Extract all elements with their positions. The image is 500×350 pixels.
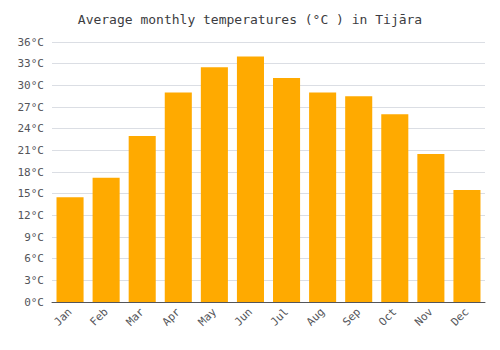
svg-text:18°C: 18°C [18, 166, 45, 179]
svg-text:Dec: Dec [448, 305, 471, 328]
svg-text:Sep: Sep [340, 305, 363, 328]
svg-text:Apr: Apr [160, 305, 183, 328]
svg-text:Aug: Aug [304, 305, 327, 328]
svg-text:27°C: 27°C [18, 101, 45, 114]
svg-text:Feb: Feb [87, 305, 110, 328]
svg-text:Jul: Jul [268, 305, 291, 328]
svg-text:0°C: 0°C [24, 296, 44, 309]
svg-text:Average monthly temperatures (: Average monthly temperatures (°C ) in Ti… [78, 12, 422, 27]
svg-text:15°C: 15°C [18, 187, 45, 200]
svg-text:May: May [196, 305, 219, 328]
svg-text:3°C: 3°C [24, 274, 44, 287]
svg-text:9°C: 9°C [24, 231, 44, 244]
svg-text:36°C: 36°C [18, 36, 45, 49]
svg-text:24°C: 24°C [18, 122, 45, 135]
svg-text:Nov: Nov [412, 305, 435, 328]
svg-text:12°C: 12°C [18, 209, 45, 222]
svg-text:Jan: Jan [51, 305, 74, 328]
svg-text:Mar: Mar [124, 305, 147, 328]
svg-text:30°C: 30°C [18, 79, 45, 92]
svg-text:33°C: 33°C [18, 57, 45, 70]
svg-text:Oct: Oct [376, 305, 399, 328]
svg-text:21°C: 21°C [18, 144, 45, 157]
svg-text:Jun: Jun [232, 305, 255, 328]
svg-text:6°C: 6°C [24, 252, 44, 265]
